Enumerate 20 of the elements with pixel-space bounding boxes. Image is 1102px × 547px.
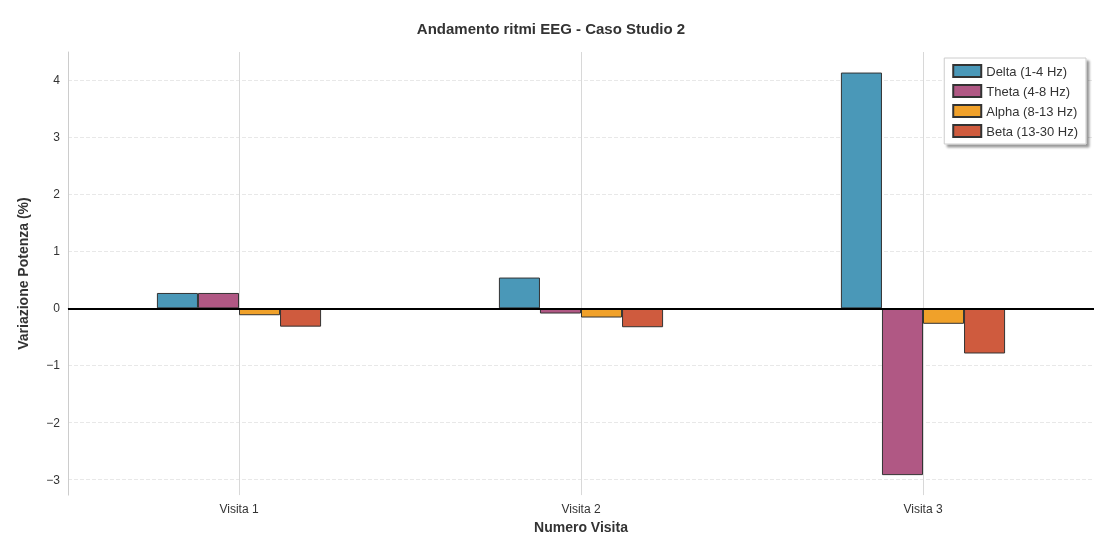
y-axis-title: Variazione Potenza (%) (15, 197, 31, 350)
y-tick-label: 1 (53, 244, 61, 259)
y-tick-label: −3 (46, 472, 61, 487)
y-tick-label: 4 (53, 72, 61, 87)
x-tick-label: Visita 3 (903, 502, 943, 517)
chart-title: Andamento ritmi EEG - Caso Studio 2 (416, 20, 686, 37)
x-tick-label: Visita 1 (219, 502, 259, 517)
legend-label: Delta (1-4 Hz) (986, 63, 1068, 79)
y-tick-label: 0 (53, 301, 61, 316)
x-axis-title: Numero Visita (534, 519, 629, 535)
legend-label: Beta (13-30 Hz) (986, 123, 1078, 139)
x-tick-label: Visita 2 (561, 502, 601, 517)
bar (498, 277, 540, 309)
y-tick-label: −1 (46, 358, 61, 373)
y-tick-label: 2 (53, 187, 61, 202)
bar (840, 72, 882, 309)
legend-label: Alpha (8-13 Hz) (986, 103, 1078, 119)
y-tick-label: 3 (53, 130, 61, 145)
y-tick-label: −2 (46, 415, 61, 430)
legend-label: Theta (4-8 Hz) (986, 83, 1071, 99)
